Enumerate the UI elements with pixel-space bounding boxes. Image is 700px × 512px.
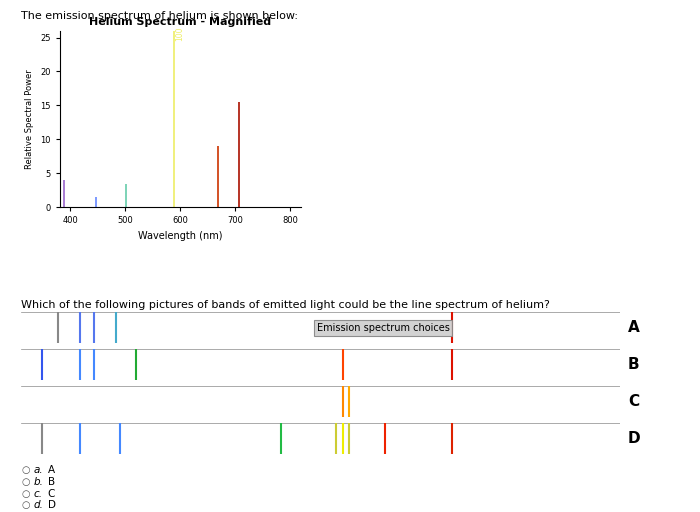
Text: D: D bbox=[48, 500, 55, 510]
Text: A: A bbox=[48, 465, 55, 475]
X-axis label: Wavelength (nm): Wavelength (nm) bbox=[138, 231, 223, 241]
Title: Helium Spectrum - Magnified: Helium Spectrum - Magnified bbox=[89, 17, 272, 27]
Y-axis label: Relative Spectral Power: Relative Spectral Power bbox=[25, 69, 34, 169]
Text: 100: 100 bbox=[175, 27, 184, 41]
Text: Emission spectrum choices: Emission spectrum choices bbox=[316, 323, 449, 333]
Text: d.: d. bbox=[34, 500, 43, 510]
Text: ○: ○ bbox=[21, 465, 29, 475]
Text: ○: ○ bbox=[21, 477, 29, 487]
Text: D: D bbox=[628, 431, 640, 446]
Text: ○: ○ bbox=[21, 488, 29, 499]
Text: a.: a. bbox=[34, 465, 43, 475]
Text: B: B bbox=[48, 477, 55, 487]
Text: c.: c. bbox=[34, 488, 43, 499]
Text: b.: b. bbox=[34, 477, 43, 487]
Text: Which of the following pictures of bands of emitted light could be the line spec: Which of the following pictures of bands… bbox=[21, 300, 550, 310]
Text: ○: ○ bbox=[21, 500, 29, 510]
Text: C: C bbox=[628, 394, 639, 409]
Text: B: B bbox=[628, 357, 640, 372]
Text: The emission spectrum of helium is shown below:: The emission spectrum of helium is shown… bbox=[21, 11, 298, 22]
Text: A: A bbox=[628, 320, 640, 335]
Text: C: C bbox=[48, 488, 55, 499]
